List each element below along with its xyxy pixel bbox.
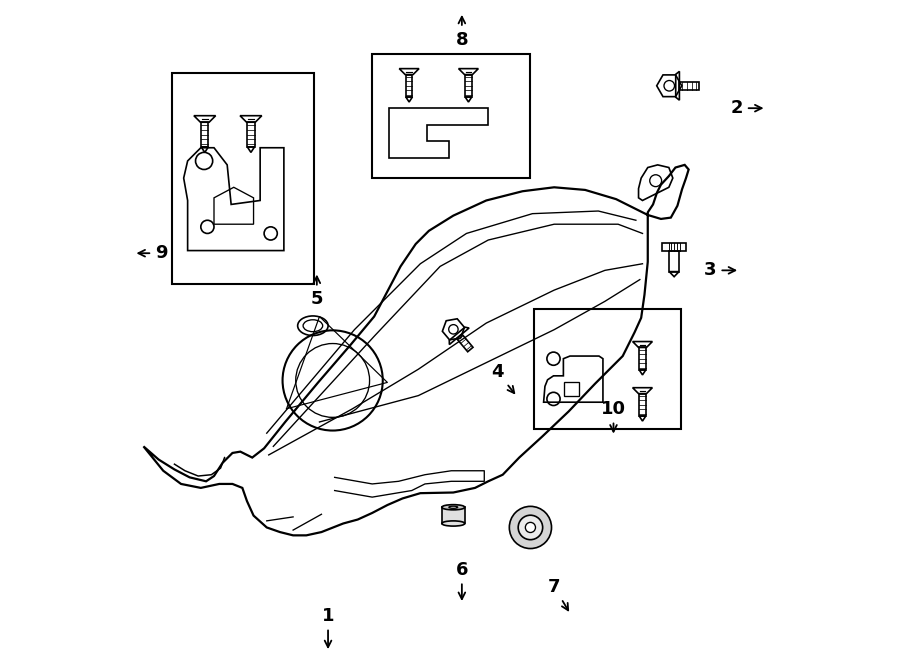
Text: 5: 5 xyxy=(310,277,323,308)
Ellipse shape xyxy=(442,504,464,510)
Text: 2: 2 xyxy=(731,99,761,117)
Polygon shape xyxy=(442,507,464,524)
Bar xyxy=(535,308,680,428)
Bar xyxy=(172,73,313,283)
Text: 9: 9 xyxy=(139,244,167,262)
Text: 1: 1 xyxy=(322,607,334,647)
Ellipse shape xyxy=(449,506,458,508)
Circle shape xyxy=(509,506,552,549)
Text: 7: 7 xyxy=(548,578,568,610)
Text: 3: 3 xyxy=(704,261,735,279)
Bar xyxy=(373,54,530,178)
Ellipse shape xyxy=(442,521,464,526)
Text: 10: 10 xyxy=(601,400,626,432)
Circle shape xyxy=(526,522,536,532)
Text: 8: 8 xyxy=(455,17,468,48)
Circle shape xyxy=(518,515,543,540)
Bar xyxy=(564,383,579,396)
Text: 4: 4 xyxy=(491,363,514,393)
Text: 6: 6 xyxy=(455,561,468,599)
